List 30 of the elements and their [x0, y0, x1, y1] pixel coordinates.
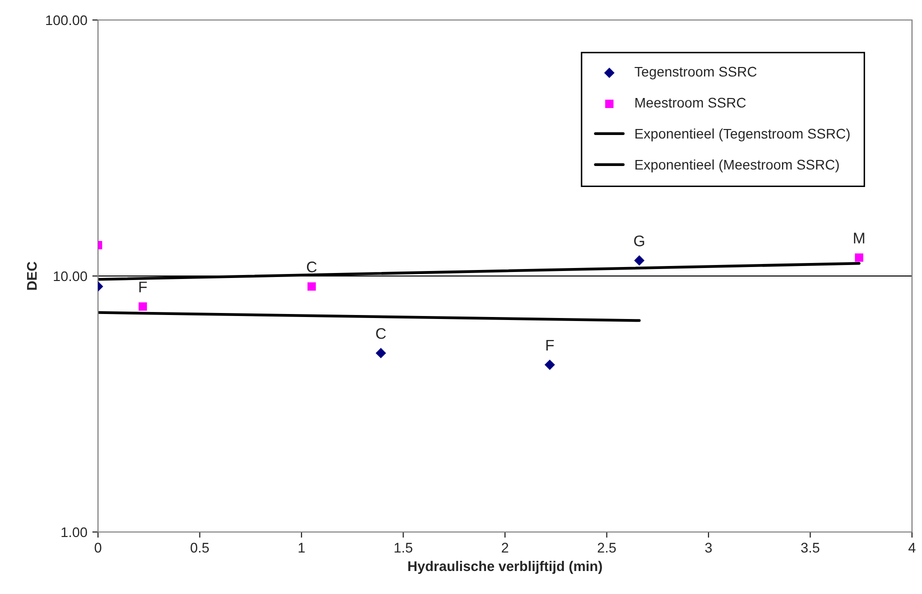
point: [634, 255, 645, 266]
legend-label: Tegenstroom SSRC: [634, 66, 757, 80]
y-axis-title: DEC: [26, 262, 37, 290]
point: [138, 302, 147, 311]
x-tick-label: 3.5: [801, 542, 820, 553]
y-tick-label: 10.00: [54, 271, 88, 282]
x-axis-title: Hydraulische verblijftijd (min): [408, 560, 602, 574]
x-tick-label: 4: [908, 542, 916, 552]
annotation: G: [634, 236, 644, 246]
legend-label: Exponentieel (Tegenstroom SSRC): [635, 128, 850, 142]
annotation: M: [854, 232, 864, 244]
y-tick-label: 1.00: [62, 527, 88, 538]
annotation: C: [306, 262, 317, 272]
x-tick-label: 1.5: [394, 542, 412, 553]
legend-label: Meestroom SSRC: [635, 98, 746, 108]
x-tick-label: 3: [705, 542, 712, 553]
legend-label: Exponentieel (Meestroom SSRC): [635, 159, 839, 172]
x-tick-label: 0: [94, 542, 102, 553]
annotation: F: [546, 340, 554, 350]
point: [544, 360, 555, 370]
x-tick-label: 1: [298, 542, 305, 552]
annotation: C: [376, 328, 386, 339]
y-tick-label: 100.00: [46, 15, 88, 26]
x-tick-label: 2: [502, 542, 508, 552]
x-tick-label: 2.5: [598, 542, 616, 553]
annotation: F: [139, 282, 147, 292]
x-tick-label: 0.5: [190, 542, 209, 553]
point: [308, 282, 316, 291]
point: [854, 253, 864, 262]
point: [376, 348, 386, 358]
